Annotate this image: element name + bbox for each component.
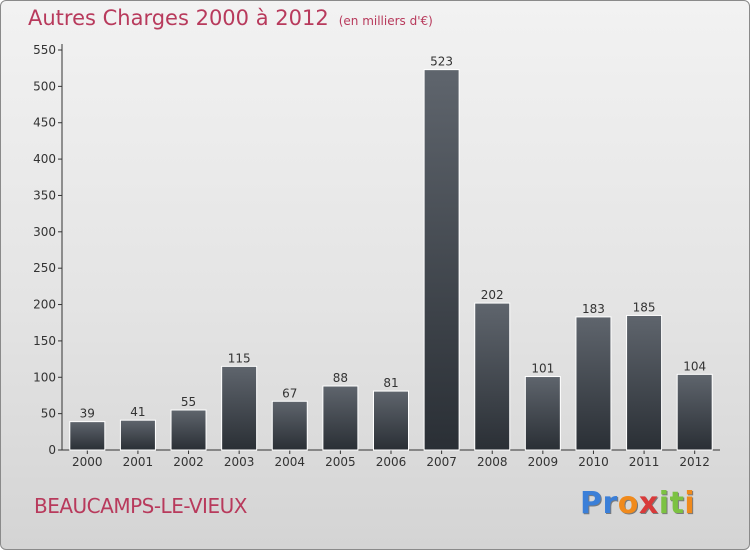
logo-letter: t — [669, 486, 685, 521]
x-tick-label: 2009 — [528, 455, 559, 469]
y-tick-label: 150 — [33, 334, 56, 348]
y-tick-label: 450 — [33, 116, 56, 130]
logo-letter: P — [580, 486, 603, 521]
x-tick-label: 2003 — [224, 455, 255, 469]
bar-value-label: 101 — [531, 362, 554, 376]
bar — [423, 69, 460, 451]
bar — [373, 390, 409, 451]
bar — [322, 385, 359, 451]
bar-value-label: 81 — [383, 376, 398, 390]
x-tick-label: 2002 — [173, 455, 204, 469]
bar-value-label: 115 — [228, 351, 251, 365]
y-tick-label: 350 — [33, 188, 56, 202]
logo-letter: r — [602, 486, 618, 521]
logo-letter: o — [617, 486, 639, 521]
x-tick-label: 2008 — [477, 455, 508, 469]
x-tick-label: 2007 — [426, 455, 457, 469]
bar-value-label: 185 — [633, 300, 656, 314]
bar — [221, 365, 258, 451]
x-tick-label: 2006 — [376, 455, 407, 469]
y-tick-label: 100 — [33, 370, 56, 384]
x-tick-label: 2012 — [679, 455, 710, 469]
bar — [676, 373, 713, 451]
bar-value-label: 88 — [333, 371, 348, 385]
bar-value-label: 202 — [481, 288, 504, 302]
x-tick-label: 2001 — [123, 455, 154, 469]
logo-letter: x — [638, 486, 659, 521]
x-tick-label: 2004 — [274, 455, 305, 469]
logo-letter: i — [684, 486, 696, 521]
y-tick-label: 500 — [33, 79, 56, 93]
y-tick-label: 0 — [48, 443, 56, 457]
proxiti-logo: Proxiti — [580, 486, 695, 521]
x-tick-label: 2010 — [578, 455, 609, 469]
bar — [170, 409, 207, 451]
y-tick-label: 250 — [33, 261, 56, 275]
bar-value-label: 39 — [80, 407, 95, 421]
x-tick-label: 2000 — [72, 455, 103, 469]
bar-value-label: 104 — [683, 359, 706, 373]
bar — [524, 376, 561, 451]
bar — [119, 419, 156, 451]
y-tick-label: 550 — [33, 43, 56, 57]
chart-subtitle: (en milliers d'€) — [338, 14, 433, 28]
bar-value-label: 55 — [181, 395, 196, 409]
y-tick-label: 400 — [33, 152, 56, 166]
bar — [474, 302, 511, 451]
y-tick-label: 300 — [33, 225, 56, 239]
bar-value-label: 183 — [582, 302, 605, 316]
bar-value-label: 67 — [282, 386, 297, 400]
x-tick-label: 2005 — [325, 455, 356, 469]
chart-title: Autres Charges 2000 à 2012 (en milliers d… — [28, 6, 433, 30]
city-name: BEAUCAMPS-LE-VIEUX — [34, 494, 247, 518]
bar — [575, 316, 612, 451]
chart-value-labels: 39 41 55 115 67 88 81 523 202 101 183 185 104 — [80, 55, 706, 421]
chart-bars — [69, 69, 713, 451]
y-tick-label: 50 — [41, 407, 56, 421]
bar-value-label: 523 — [430, 55, 453, 69]
bar — [271, 400, 308, 451]
bar — [626, 314, 663, 451]
bar-value-label: 41 — [130, 405, 145, 419]
bar — [69, 421, 106, 451]
logo-letter: i — [658, 486, 670, 521]
chart-title-text: Autres Charges 2000 à 2012 — [28, 6, 329, 30]
y-tick-label: 200 — [33, 298, 56, 312]
x-tick-label: 2011 — [629, 455, 660, 469]
